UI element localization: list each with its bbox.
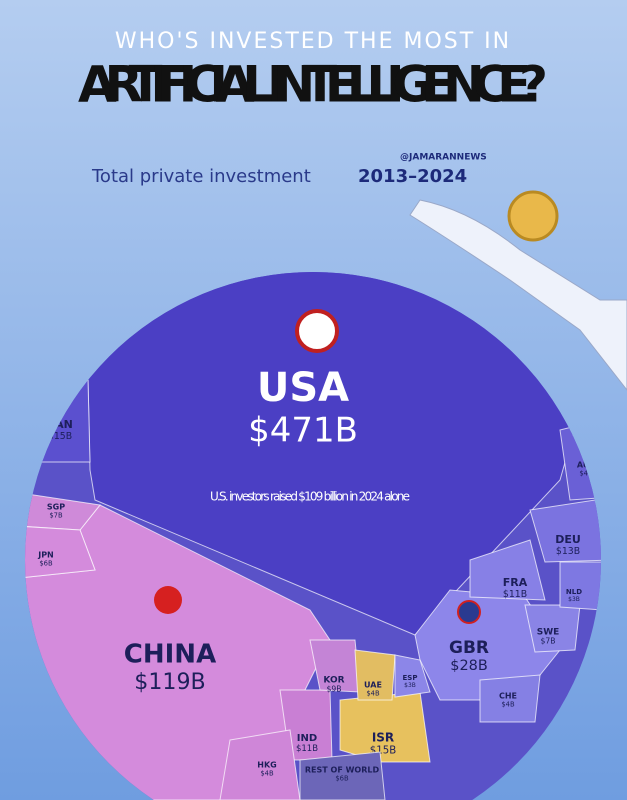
country-value: $4B (579, 469, 593, 477)
country-value: $4B (260, 769, 274, 777)
robot-arm (409, 199, 627, 391)
country-value: $6B (335, 774, 349, 782)
country-cell (529, 499, 601, 563)
country-value: $471B (248, 411, 358, 451)
country-value: $11B (503, 589, 527, 600)
country-name: REST OF WORLD (305, 766, 380, 775)
country-value: $9B (327, 684, 342, 693)
credit: @JAMARANNEWS (400, 153, 487, 163)
gbr-flag (457, 600, 481, 624)
country-name: JPN (37, 551, 54, 560)
country-cell (299, 751, 386, 800)
country-cell (469, 539, 546, 601)
title: WHO'S INVESTED THE MOST IN (115, 29, 511, 54)
country-value: $13B (556, 546, 580, 557)
country-name: KOR (323, 676, 344, 686)
china-flag (154, 586, 182, 614)
country-name: ESP (403, 674, 418, 682)
country-cell (394, 654, 431, 698)
country-name: ISR (372, 731, 394, 745)
country-value: $7B (541, 636, 556, 645)
usa-flag (295, 309, 339, 353)
country-name: SWE (537, 628, 560, 638)
country-value: $15B (48, 431, 72, 442)
country-value: $3B (404, 682, 416, 689)
country-name: CHINA (124, 640, 216, 670)
country-name: SGP (47, 503, 65, 512)
country-cell (354, 649, 396, 701)
disc: USA$471BCHINA$119BGBR$28BCAN$15BISR$15BD… (25, 272, 601, 800)
country-value: $4B (366, 689, 380, 697)
country-cell (25, 524, 96, 581)
headline: ARTIFICIAL INTELLIGENCE? (78, 56, 548, 114)
country-name: DEU (555, 533, 581, 546)
country-value: $7B (49, 511, 63, 519)
country-value: $4B (501, 700, 515, 708)
country-cell (479, 674, 541, 723)
country-value: $15B (370, 746, 396, 757)
country-value: $3B (568, 596, 580, 603)
country-cell (219, 729, 301, 800)
country-value: $119B (134, 669, 205, 695)
country-name: HKG (257, 761, 276, 770)
country-name: GBR (449, 638, 489, 658)
country-name: NLD (566, 588, 582, 596)
country-name: IND (297, 733, 317, 744)
period: 2013–2024 (358, 166, 467, 187)
coin (507, 190, 559, 242)
country-name: FRA (503, 576, 528, 589)
annotation: U.S. investors raised $109 billion in 20… (210, 490, 410, 504)
country-value: $28B (450, 658, 487, 674)
subtitle: Total private investment (91, 166, 311, 187)
country-name: USA (257, 365, 349, 411)
country-value: $11B (296, 744, 318, 754)
country-name: UAE (364, 681, 382, 690)
country-value: $6B (39, 559, 53, 567)
country-name: CHE (499, 692, 517, 701)
